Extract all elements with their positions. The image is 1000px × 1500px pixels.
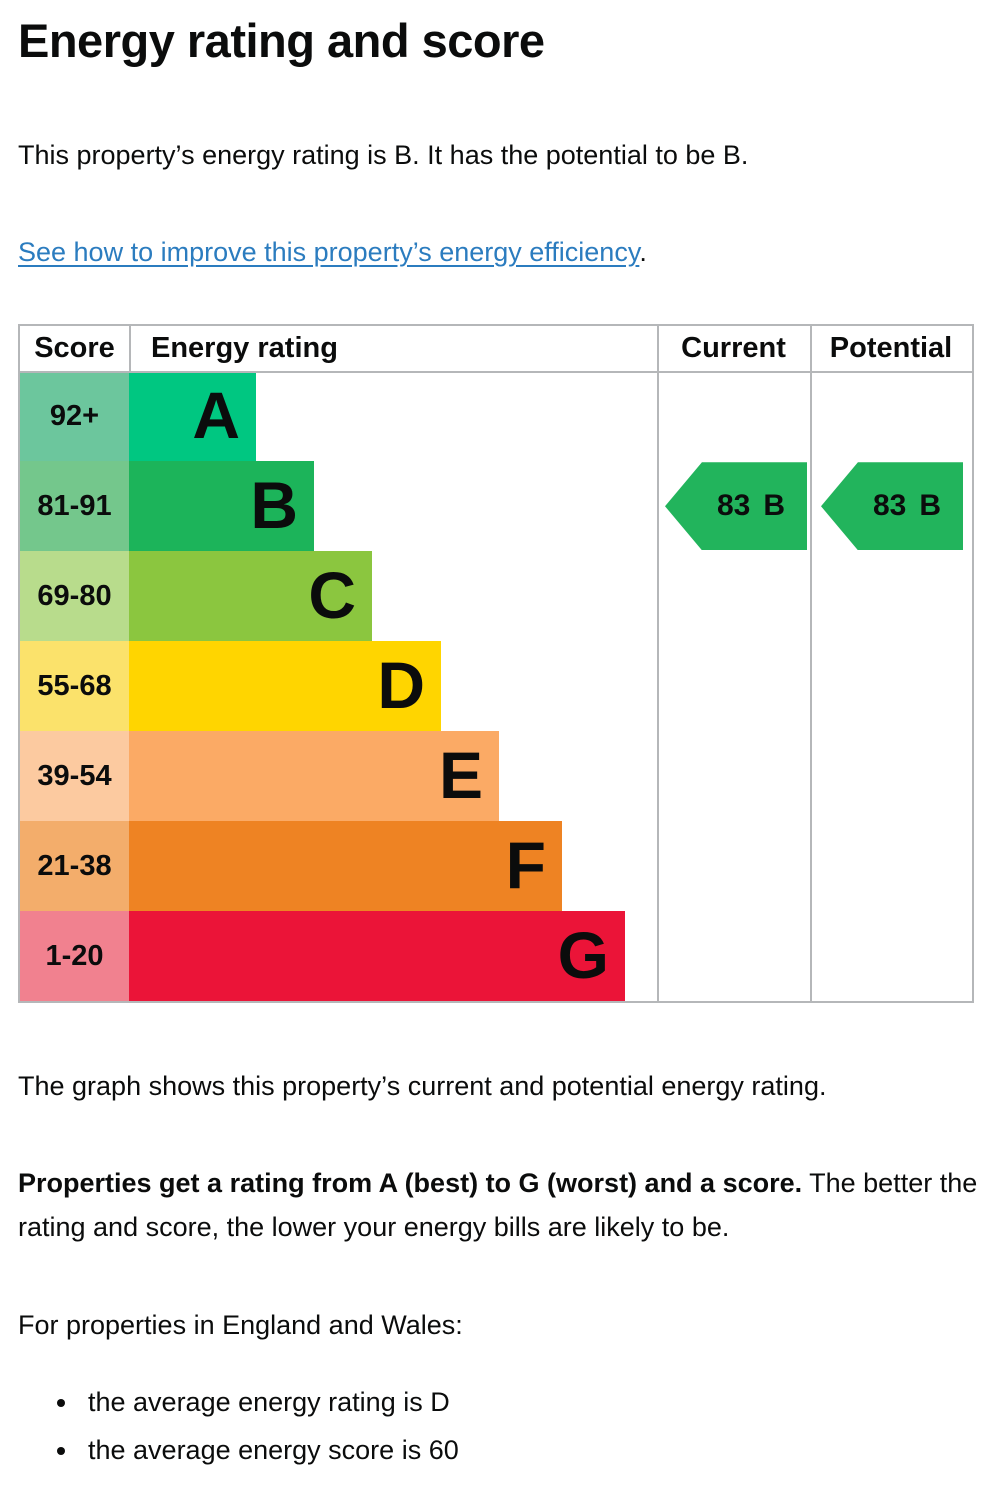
- potential-score: 83: [872, 489, 907, 523]
- band-bar: E: [129, 731, 499, 822]
- epc-band-row: 81-91 B: [20, 461, 657, 552]
- averages-list: the average energy rating is D the avera…: [18, 1385, 982, 1468]
- band-score-cell: 92+: [20, 371, 129, 462]
- epc-band-row: 55-68 D: [20, 641, 657, 732]
- divider-score-rating: [129, 326, 131, 372]
- band-score-cell: 21-38: [20, 821, 129, 912]
- link-period: .: [639, 237, 647, 268]
- band-bar: C: [129, 551, 372, 642]
- epc-band-row: 39-54 E: [20, 731, 657, 822]
- divider-current-potential: [810, 326, 812, 1002]
- graph-caption: The graph shows this property’s current …: [18, 1071, 827, 1102]
- divider-rating-current: [657, 326, 659, 1002]
- band-score-cell: 1-20: [20, 911, 129, 1002]
- epc-header-row: Score Energy rating Current Potential: [20, 326, 972, 371]
- band-bar: B: [129, 461, 314, 552]
- band-bar: F: [129, 821, 562, 912]
- band-bar: D: [129, 641, 441, 732]
- current-score: 83: [716, 489, 751, 523]
- header-divider: [20, 371, 972, 374]
- current-band-letter: B: [763, 489, 786, 523]
- header-score: Score: [34, 332, 115, 365]
- rating-explanation-rest: The better the rating and score, the low…: [18, 1168, 978, 1243]
- potential-band-letter: B: [919, 489, 942, 523]
- potential-rating-arrow: 83 B: [821, 462, 963, 551]
- link-row: See how to improve this property’s energ…: [18, 235, 982, 270]
- improve-efficiency-link[interactable]: See how to improve this property’s energ…: [18, 237, 640, 268]
- band-score-cell: 81-91: [20, 461, 129, 552]
- band-score-cell: 39-54: [20, 731, 129, 822]
- epc-band-row: 1-20 G: [20, 911, 657, 1002]
- epc-band-row: 69-80 C: [20, 551, 657, 642]
- list-item-average-score: the average energy score is 60: [80, 1433, 982, 1468]
- band-score-cell: 55-68: [20, 641, 129, 732]
- list-item-average-rating: the average energy rating is D: [80, 1385, 982, 1420]
- band-bar: A: [129, 371, 256, 462]
- header-potential: Potential: [829, 332, 953, 365]
- current-rating-arrow: 83 B: [665, 462, 807, 551]
- band-bar: G: [129, 911, 625, 1002]
- rating-explanation: Properties get a rating from A (best) to…: [18, 1162, 978, 1249]
- page-title: Energy rating and score: [18, 14, 545, 67]
- epc-rating-chart: Score Energy rating Current Potential 92…: [18, 324, 974, 1004]
- header-energy-rating: Energy rating: [151, 332, 338, 365]
- regional-heading: For properties in England and Wales:: [18, 1309, 463, 1340]
- rating-explanation-bold: Properties get a rating from A (best) to…: [18, 1168, 803, 1199]
- epc-band-row: 92+ A: [20, 371, 657, 462]
- intro-text: This property’s energy rating is B. It h…: [18, 140, 749, 171]
- epc-band-row: 21-38 F: [20, 821, 657, 912]
- band-score-cell: 69-80: [20, 551, 129, 642]
- header-current: Current: [681, 332, 786, 365]
- epc-band-rows: 92+ A 81-91 B 69-80 C 55-68 D 39-54 E 21…: [20, 371, 657, 1002]
